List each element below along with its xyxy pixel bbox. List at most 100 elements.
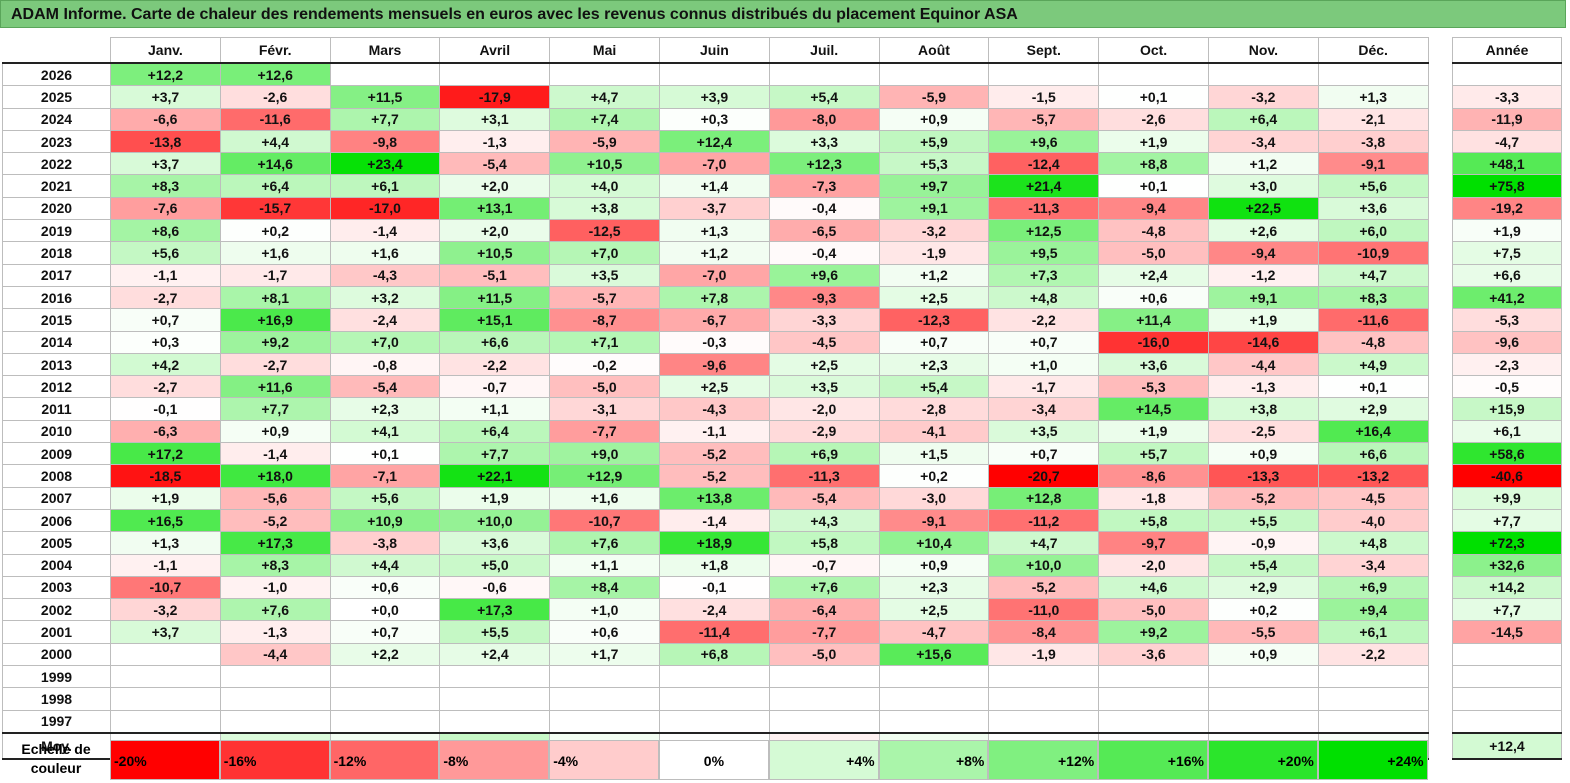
heatmap-cell: +9,6 <box>768 263 880 287</box>
heatmap-cell: +8,3 <box>1317 285 1429 310</box>
heatmap-cell: -5,3 <box>1098 375 1209 399</box>
month-header: Juin <box>658 37 770 64</box>
annual-row <box>1452 642 1562 667</box>
table-row: 2009 +17,2 -1,4 +0,1 +7,7 +9,0 -5,2 +6,9 +1,5 +0,… <box>2 442 1429 466</box>
heatmap-cell: -2,1 <box>1317 107 1429 131</box>
heatmap-cell: +2,9 <box>1207 575 1319 600</box>
year-label: 2008 <box>2 464 111 488</box>
heatmap-cell: -8,6 <box>1098 464 1209 488</box>
heatmap-cell: -11,4 <box>658 620 770 644</box>
heatmap-cell: +9,6 <box>988 129 1100 154</box>
heatmap-cell: +7,4 <box>549 107 660 131</box>
heatmap-cell: -5,4 <box>439 152 551 176</box>
heatmap-cell: -4,3 <box>658 397 770 421</box>
corner-cell <box>3 38 111 64</box>
heatmap-cell: +18,9 <box>658 531 770 555</box>
heatmap-cell: +0,9 <box>878 107 990 131</box>
heatmap-cell: -9,8 <box>329 129 441 154</box>
table-row: 2023 -13,8 +4,4 -9,8 -1,3 -5,9 +12,4 +3,3 +5,9 +9… <box>2 129 1429 154</box>
year-label: 2016 <box>2 285 111 310</box>
heatmap-cell: +0,3 <box>658 107 770 131</box>
heatmap-cell: +3,9 <box>658 85 770 109</box>
annual-cell: +72,3 <box>1452 531 1562 555</box>
heatmap-cell: +3,6 <box>1317 196 1429 221</box>
year-label: 2003 <box>2 575 111 600</box>
heatmap-cell: +5,4 <box>878 375 990 399</box>
heatmap-cell: -7,0 <box>658 152 770 176</box>
heatmap-cell: +6,4 <box>439 419 551 444</box>
heatmap-cell: +1,2 <box>658 241 770 265</box>
heatmap-cell: -3,6 <box>1098 642 1209 667</box>
heatmap-cell: -1,1 <box>110 263 221 287</box>
heatmap-cell <box>658 709 770 734</box>
annual-row: +1,9 <box>1452 219 1562 243</box>
heatmap-cell: -4,5 <box>768 330 880 354</box>
table-row: 1997 <box>2 709 1429 734</box>
annual-row <box>1452 687 1562 711</box>
heatmap-cell: -1,9 <box>988 642 1100 667</box>
annual-cell: -14,5 <box>1452 620 1562 644</box>
heatmap-cell: +11,5 <box>439 285 551 310</box>
heatmap-cell: +5,5 <box>1207 508 1319 533</box>
annual-row: +7,5 <box>1452 241 1562 265</box>
annual-cell: -9,6 <box>1452 330 1562 354</box>
annual-row <box>1452 709 1562 734</box>
heatmap-cell: -9,7 <box>1098 531 1209 555</box>
table-row: 2016 -2,7 +8,1 +3,2 +11,5 -5,7 +7,8 -9,3 +2,5 +4,… <box>2 285 1429 310</box>
heatmap-cell: -1,3 <box>219 620 331 644</box>
year-label: 2018 <box>2 241 111 265</box>
heatmap-cell: +3,0 <box>1207 174 1319 198</box>
heatmap-cell: +1,5 <box>878 442 990 466</box>
heatmap-cell: -0,7 <box>768 553 880 577</box>
heatmap-cell: +17,3 <box>219 531 331 555</box>
annual-row: -3,3 <box>1452 85 1562 109</box>
heatmap-cell <box>658 687 770 711</box>
year-label: 2015 <box>2 308 111 332</box>
heatmap-cell: -0,8 <box>329 352 441 377</box>
heatmap-cell: -11,2 <box>988 508 1100 533</box>
heatmap-cell: +8,3 <box>110 174 221 198</box>
heatmap-cell: -9,4 <box>1098 196 1209 221</box>
heatmap-cell: -18,5 <box>110 464 221 488</box>
color-scale-step: +24% <box>1317 740 1428 780</box>
heatmap-cell: +3,2 <box>329 285 441 310</box>
heatmap-cell <box>110 665 221 689</box>
heatmap-cell: -1,7 <box>988 375 1100 399</box>
month-header: Juil. <box>768 37 880 64</box>
year-label: 2006 <box>2 508 111 533</box>
heatmap-cell <box>549 665 660 689</box>
heatmap-cell: -5,6 <box>219 486 331 510</box>
annual-row: +75,8 <box>1452 174 1562 198</box>
heatmap-cell: -8,7 <box>549 308 660 332</box>
heatmap-cell: -16,0 <box>1098 330 1209 354</box>
heatmap-cell: +4,3 <box>768 508 880 533</box>
heatmap-cell: +17,3 <box>439 598 551 622</box>
heatmap-cell: +1,6 <box>549 486 660 510</box>
page-title: ADAM Informe. Carte de chaleur des rende… <box>0 0 1566 28</box>
annual-row: -11,9 <box>1452 107 1562 131</box>
heatmap-cell: -11,6 <box>219 107 331 131</box>
heatmap-cell <box>1098 665 1209 689</box>
heatmap-cell: -13,3 <box>1207 464 1319 488</box>
table-row: 2005 +1,3 +17,3 -3,8 +3,6 +7,6 +18,9 +5,8 +10,4 +… <box>2 531 1429 555</box>
heatmap-cell: -5,2 <box>219 508 331 533</box>
heatmap-cell: +0,7 <box>988 442 1100 466</box>
annual-row: -40,6 <box>1452 464 1562 488</box>
heatmap-cell: +16,5 <box>110 508 221 533</box>
heatmap-cell <box>549 709 660 734</box>
heatmap-cell: +7,0 <box>329 330 441 354</box>
color-scale-step: -4% <box>549 740 659 780</box>
heatmap-cell <box>549 62 660 87</box>
heatmap-cell: -11,0 <box>988 598 1100 622</box>
color-scale-step: +16% <box>1098 740 1208 780</box>
heatmap-cell: -6,3 <box>110 419 221 444</box>
heatmap-cell <box>1098 62 1209 87</box>
annual-cell: +1,9 <box>1452 219 1562 243</box>
heatmap-cell: -0,9 <box>1207 531 1319 555</box>
year-label: 2014 <box>2 330 111 354</box>
year-label: 2021 <box>2 174 111 198</box>
heatmap-cell: -6,7 <box>658 308 770 332</box>
heatmap-cell <box>1098 687 1209 711</box>
year-label: 2011 <box>2 397 111 421</box>
heatmap-cell <box>1207 709 1319 734</box>
